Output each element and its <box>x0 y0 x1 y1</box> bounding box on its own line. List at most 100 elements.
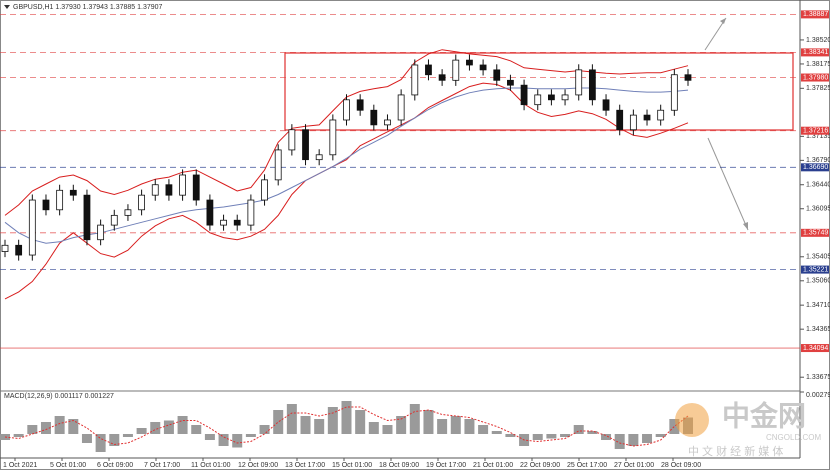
level-label: 1.34094 <box>803 345 828 352</box>
candle-body <box>411 64 419 96</box>
x-tick-label: 5 Oct 01:00 <box>50 462 86 469</box>
macd-bar <box>232 434 243 448</box>
macd-bar <box>163 420 174 434</box>
macd-bar <box>601 434 612 440</box>
macd-bar <box>314 419 325 434</box>
macd-bar <box>628 434 639 446</box>
watermark-icon <box>675 403 709 437</box>
candle-body <box>302 129 309 161</box>
candle-body <box>643 114 651 121</box>
macd-bar <box>109 434 120 446</box>
macd-bar <box>491 431 502 434</box>
macd-bar <box>245 434 256 437</box>
level-tag <box>801 126 829 135</box>
candle-body <box>616 109 624 131</box>
macd-signal <box>4 406 689 447</box>
macd-bar <box>655 434 666 437</box>
macd-bar <box>218 434 229 446</box>
y-tick-label: 1.38520 <box>806 37 830 44</box>
x-tick-label: 19 Oct 17:00 <box>426 462 466 469</box>
candle-body <box>452 59 460 81</box>
arrow-head <box>743 222 748 230</box>
candle-body <box>56 189 64 211</box>
candle-body <box>397 94 405 121</box>
x-tick-label: 12 Oct 09:00 <box>238 462 278 469</box>
level-label: 1.38887 <box>803 11 828 18</box>
y-tick-label: 1.34710 <box>806 302 830 309</box>
arrow-head <box>720 18 726 24</box>
candle-body <box>1 244 9 252</box>
y-tick-label: 1.33675 <box>806 374 830 381</box>
chart-title: GBPUSD,H1 1.37930 1.37943 1.37885 1.3790… <box>13 4 163 11</box>
macd-bar <box>40 422 51 434</box>
macd-bar <box>532 434 543 440</box>
candle-body <box>479 64 487 71</box>
candle-body <box>520 84 528 106</box>
candle-body <box>206 199 214 226</box>
macd-bar <box>560 434 571 437</box>
macd-bar <box>505 434 516 437</box>
menu-triangle <box>4 5 10 9</box>
macd-bar <box>286 404 297 434</box>
candle-body <box>28 199 36 256</box>
macd-bar <box>669 419 680 434</box>
macd-bar <box>95 434 106 452</box>
macd-bar <box>150 422 161 434</box>
macd-bar <box>573 425 584 434</box>
macd-bar <box>300 416 311 434</box>
candle-body <box>83 194 91 241</box>
y-tick-label: 1.37825 <box>806 85 830 92</box>
x-tick-label: 28 Oct 09:00 <box>661 462 701 469</box>
candle-body <box>233 219 241 226</box>
x-tick-label: 27 Oct 01:00 <box>614 462 654 469</box>
macd-bar <box>368 422 379 434</box>
macd-bar <box>382 425 393 434</box>
watermark-site: CNGOLD.COM <box>766 433 821 442</box>
candle-body <box>315 154 323 161</box>
candle-body <box>179 174 186 196</box>
macd-bar <box>136 428 147 434</box>
y-tick-label: 1.36095 <box>806 206 830 213</box>
macd-bar <box>587 431 598 434</box>
macd-bar <box>450 416 461 434</box>
level-tag <box>801 228 829 237</box>
candle-body <box>602 99 610 111</box>
candle-body <box>507 79 514 86</box>
candle-body <box>192 174 200 201</box>
macd-bar <box>122 434 133 437</box>
macd-bar <box>478 425 489 434</box>
x-tick-label: 1 Oct 2021 <box>3 462 37 469</box>
watermark-logo: 中金网 <box>722 399 806 431</box>
x-tick-label: 21 Oct 01:00 <box>473 462 513 469</box>
candle-body <box>629 114 637 131</box>
candle-body <box>438 74 446 81</box>
level-tag <box>801 48 829 57</box>
candle-body <box>69 189 77 196</box>
level-label: 1.37980 <box>803 74 828 81</box>
macd-bar <box>341 401 352 434</box>
candle-body <box>124 209 132 216</box>
macd-bar <box>464 419 475 434</box>
x-tick-label: 11 Oct 01:00 <box>191 462 231 469</box>
level-tag <box>801 73 829 82</box>
y-tick-label: 1.35405 <box>806 254 830 261</box>
x-tick-label: 7 Oct 17:00 <box>144 462 180 469</box>
level-label: 1.35221 <box>803 266 828 273</box>
candle-body <box>561 94 569 101</box>
level-tag <box>801 10 829 19</box>
macd-bar <box>68 419 79 434</box>
watermark-slogan: 中 文 财 经 新 媒 体 <box>688 444 783 458</box>
x-tick-label: 13 Oct 17:00 <box>285 462 325 469</box>
candle-body <box>220 219 227 226</box>
candle-body <box>274 149 282 181</box>
y-tick-label: 1.34365 <box>806 326 830 333</box>
x-tick-label: 25 Oct 17:00 <box>567 462 607 469</box>
candle-body <box>97 224 105 241</box>
macd-bar <box>327 407 338 434</box>
y-tick-label: 1.37135 <box>806 133 830 140</box>
candle-body <box>534 94 542 106</box>
candle-body <box>384 119 391 126</box>
y-tick-label: 1.36440 <box>806 182 830 189</box>
candle-body <box>165 184 173 196</box>
